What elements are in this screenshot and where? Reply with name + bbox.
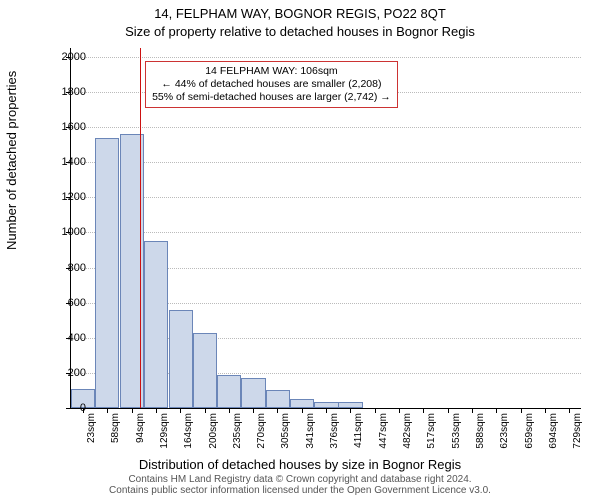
chart-title-line2: Size of property relative to detached ho… bbox=[0, 24, 600, 39]
chart-footer: Contains HM Land Registry data © Crown c… bbox=[0, 474, 600, 496]
x-tick-label: 23sqm bbox=[86, 413, 97, 443]
y-tick-label: 0 bbox=[26, 402, 86, 414]
x-tick-mark bbox=[569, 408, 570, 413]
annotation-line-2: ← 44% of detached houses are smaller (2,… bbox=[152, 78, 391, 91]
footer-line2: Contains public sector information licen… bbox=[0, 485, 600, 496]
x-tick-label: 235sqm bbox=[232, 413, 243, 449]
y-tick-label: 800 bbox=[26, 262, 86, 274]
chart-title-line1: 14, FELPHAM WAY, BOGNOR REGIS, PO22 8QT bbox=[0, 6, 600, 21]
y-tick-label: 1800 bbox=[26, 86, 86, 98]
histogram-bar bbox=[217, 375, 241, 408]
x-tick-mark bbox=[229, 408, 230, 413]
x-tick-label: 305sqm bbox=[280, 413, 291, 449]
x-tick-mark bbox=[399, 408, 400, 413]
x-tick-label: 588sqm bbox=[475, 413, 486, 449]
histogram-bar bbox=[241, 378, 265, 408]
x-tick-mark bbox=[521, 408, 522, 413]
x-axis-label: Distribution of detached houses by size … bbox=[0, 457, 600, 472]
x-tick-mark bbox=[423, 408, 424, 413]
gridline bbox=[71, 127, 581, 128]
x-tick-label: 94sqm bbox=[135, 413, 146, 443]
x-tick-label: 517sqm bbox=[426, 413, 437, 449]
y-tick-label: 1600 bbox=[26, 121, 86, 133]
x-tick-mark bbox=[448, 408, 449, 413]
y-tick-label: 2000 bbox=[26, 51, 86, 63]
x-tick-mark bbox=[156, 408, 157, 413]
histogram-bar bbox=[266, 390, 290, 408]
y-tick-label: 1000 bbox=[26, 226, 86, 238]
x-tick-label: 200sqm bbox=[208, 413, 219, 449]
gridline bbox=[71, 162, 581, 163]
y-tick-label: 600 bbox=[26, 297, 86, 309]
annotation-box: 14 FELPHAM WAY: 106sqm← 44% of detached … bbox=[145, 61, 398, 108]
annotation-line-1: 14 FELPHAM WAY: 106sqm bbox=[152, 65, 391, 78]
footer-line1: Contains HM Land Registry data © Crown c… bbox=[0, 474, 600, 485]
x-tick-mark bbox=[205, 408, 206, 413]
gridline bbox=[71, 57, 581, 58]
x-tick-mark bbox=[253, 408, 254, 413]
x-tick-label: 694sqm bbox=[548, 413, 559, 449]
x-tick-mark bbox=[326, 408, 327, 413]
x-tick-label: 411sqm bbox=[353, 413, 364, 448]
x-tick-label: 270sqm bbox=[256, 413, 267, 449]
annotation-line-3: 55% of semi-detached houses are larger (… bbox=[152, 91, 391, 104]
plot-area: 23sqm58sqm94sqm129sqm164sqm200sqm235sqm2… bbox=[70, 48, 581, 409]
gridline bbox=[71, 197, 581, 198]
x-tick-mark bbox=[375, 408, 376, 413]
x-tick-label: 623sqm bbox=[499, 413, 510, 449]
histogram-chart: 14, FELPHAM WAY, BOGNOR REGIS, PO22 8QT … bbox=[0, 0, 600, 500]
histogram-bar bbox=[169, 310, 193, 408]
x-tick-label: 729sqm bbox=[572, 413, 583, 449]
x-tick-mark bbox=[107, 408, 108, 413]
histogram-bar bbox=[290, 399, 314, 408]
x-tick-mark bbox=[496, 408, 497, 413]
histogram-bar bbox=[144, 241, 168, 408]
y-tick-label: 400 bbox=[26, 332, 86, 344]
x-tick-label: 129sqm bbox=[159, 413, 170, 449]
x-tick-mark bbox=[277, 408, 278, 413]
x-tick-label: 164sqm bbox=[183, 413, 194, 449]
x-tick-mark bbox=[472, 408, 473, 413]
x-tick-mark bbox=[302, 408, 303, 413]
histogram-bar bbox=[193, 333, 217, 409]
gridline bbox=[71, 232, 581, 233]
x-tick-label: 659sqm bbox=[524, 413, 535, 449]
x-tick-mark bbox=[132, 408, 133, 413]
x-tick-label: 482sqm bbox=[402, 413, 413, 449]
x-tick-mark bbox=[545, 408, 546, 413]
x-tick-label: 553sqm bbox=[451, 413, 462, 449]
y-axis-label: Number of detached properties bbox=[4, 71, 19, 250]
y-tick-label: 200 bbox=[26, 367, 86, 379]
x-tick-label: 341sqm bbox=[305, 413, 316, 449]
x-tick-label: 58sqm bbox=[110, 413, 121, 443]
x-tick-label: 376sqm bbox=[329, 413, 340, 449]
subject-marker-line bbox=[140, 48, 141, 408]
histogram-bar bbox=[95, 138, 119, 408]
x-tick-mark bbox=[350, 408, 351, 413]
y-tick-label: 1400 bbox=[26, 156, 86, 168]
y-tick-label: 1200 bbox=[26, 191, 86, 203]
x-tick-mark bbox=[180, 408, 181, 413]
x-tick-label: 447sqm bbox=[378, 413, 389, 449]
